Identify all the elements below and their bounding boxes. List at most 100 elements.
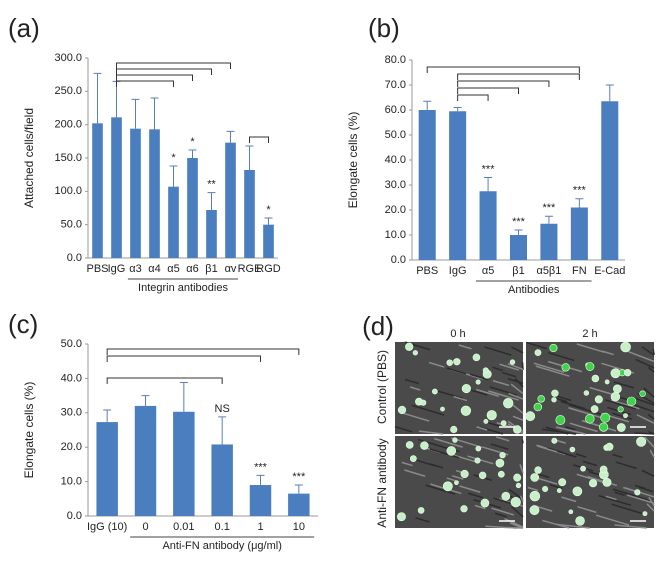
cell	[588, 479, 598, 488]
cell	[616, 423, 626, 432]
cell-streak	[587, 475, 618, 487]
cell-streak	[644, 436, 655, 448]
error-bar	[256, 474, 265, 486]
cell-streak	[536, 444, 548, 450]
error-bar	[93, 72, 102, 124]
bar	[149, 129, 160, 258]
cell	[509, 359, 516, 365]
x-tick-label: IgG	[449, 265, 467, 277]
cell	[453, 358, 461, 366]
cell-streak	[615, 461, 637, 470]
y-tick-label: 70.0	[385, 79, 406, 91]
cell	[537, 395, 545, 403]
cell	[460, 505, 468, 513]
cell	[417, 507, 425, 514]
cell-streak	[561, 496, 577, 503]
cell-streak	[492, 379, 510, 387]
error-bar	[150, 97, 159, 130]
cell	[575, 516, 585, 526]
cell-streak	[425, 484, 456, 495]
cell	[610, 391, 621, 402]
y-tick-label: 30.0	[385, 179, 406, 191]
cell-streak	[533, 362, 565, 373]
comparison-bracket	[116, 68, 212, 75]
cell	[639, 390, 646, 397]
y-tick-label: 0.0	[67, 252, 82, 264]
cell-streak	[404, 469, 426, 477]
cell-streak	[614, 524, 647, 529]
cell-streak	[643, 387, 655, 398]
cell-streak	[491, 391, 519, 401]
cell-streak	[555, 426, 586, 435]
cell	[636, 436, 647, 447]
x-tick-label: αv	[225, 263, 237, 275]
x-tick-label: 1	[257, 521, 263, 533]
panel-label: (a)	[8, 13, 40, 43]
cell	[602, 477, 612, 487]
error-bar	[169, 165, 178, 187]
significance: NS	[215, 403, 230, 415]
cell	[454, 480, 459, 486]
bar	[206, 210, 217, 258]
cell	[549, 343, 558, 352]
comparison-bracket	[457, 94, 489, 101]
cell-streak	[526, 341, 548, 350]
cell	[483, 419, 489, 424]
y-tick-label: 100.0	[54, 185, 82, 197]
cell-streak	[634, 432, 655, 435]
significance: ***	[482, 163, 496, 175]
cell-streak	[647, 413, 655, 420]
cell	[561, 363, 570, 372]
cell	[482, 367, 489, 374]
significance: *	[266, 204, 271, 216]
y-tick-label: 50.0	[385, 129, 406, 141]
error-bar	[575, 198, 584, 208]
cell-streak	[537, 473, 550, 479]
cell-streak	[512, 415, 524, 421]
cell-streak	[649, 449, 655, 458]
cell	[623, 369, 632, 377]
cell-streak	[569, 422, 598, 433]
cell	[431, 388, 438, 395]
x-tick-label: IgG	[108, 263, 126, 275]
cell	[591, 374, 600, 383]
y-tick-label: 80.0	[385, 54, 406, 66]
cell	[461, 383, 471, 394]
significance: *	[190, 136, 195, 148]
x-tick-label: PBS	[416, 265, 438, 277]
cell-streak	[446, 367, 467, 375]
x-tick-label: α6	[186, 263, 198, 275]
cell	[472, 353, 481, 362]
group-label: Antibodies	[508, 284, 560, 296]
y-tick-label: 50.0	[61, 338, 82, 350]
bar	[418, 110, 436, 260]
cell-streak	[560, 400, 586, 410]
cell	[513, 425, 522, 434]
error-bar	[207, 192, 216, 210]
cell-streak	[434, 437, 463, 448]
bar	[249, 485, 272, 516]
cell-streak	[510, 383, 524, 395]
y-tick-label: 40.0	[385, 154, 406, 166]
cell-streak	[499, 363, 520, 371]
cell	[534, 349, 542, 357]
bar	[96, 422, 118, 516]
comparison-bracket	[106, 377, 223, 384]
cell-streak	[541, 428, 577, 435]
cell	[558, 478, 567, 487]
error-bar	[605, 84, 614, 102]
cell-streak	[575, 453, 587, 458]
bar	[130, 128, 141, 258]
cell	[442, 481, 453, 492]
cell-streak	[494, 512, 508, 518]
cell-streak	[476, 426, 488, 431]
comparison-bracket	[116, 80, 174, 87]
cell-streak	[582, 460, 598, 467]
x-tick-label: RGE	[238, 263, 262, 275]
cell	[452, 437, 458, 443]
bar	[92, 123, 103, 258]
cell	[460, 405, 472, 416]
significance: ***	[573, 185, 587, 197]
cell-streak	[589, 386, 615, 396]
